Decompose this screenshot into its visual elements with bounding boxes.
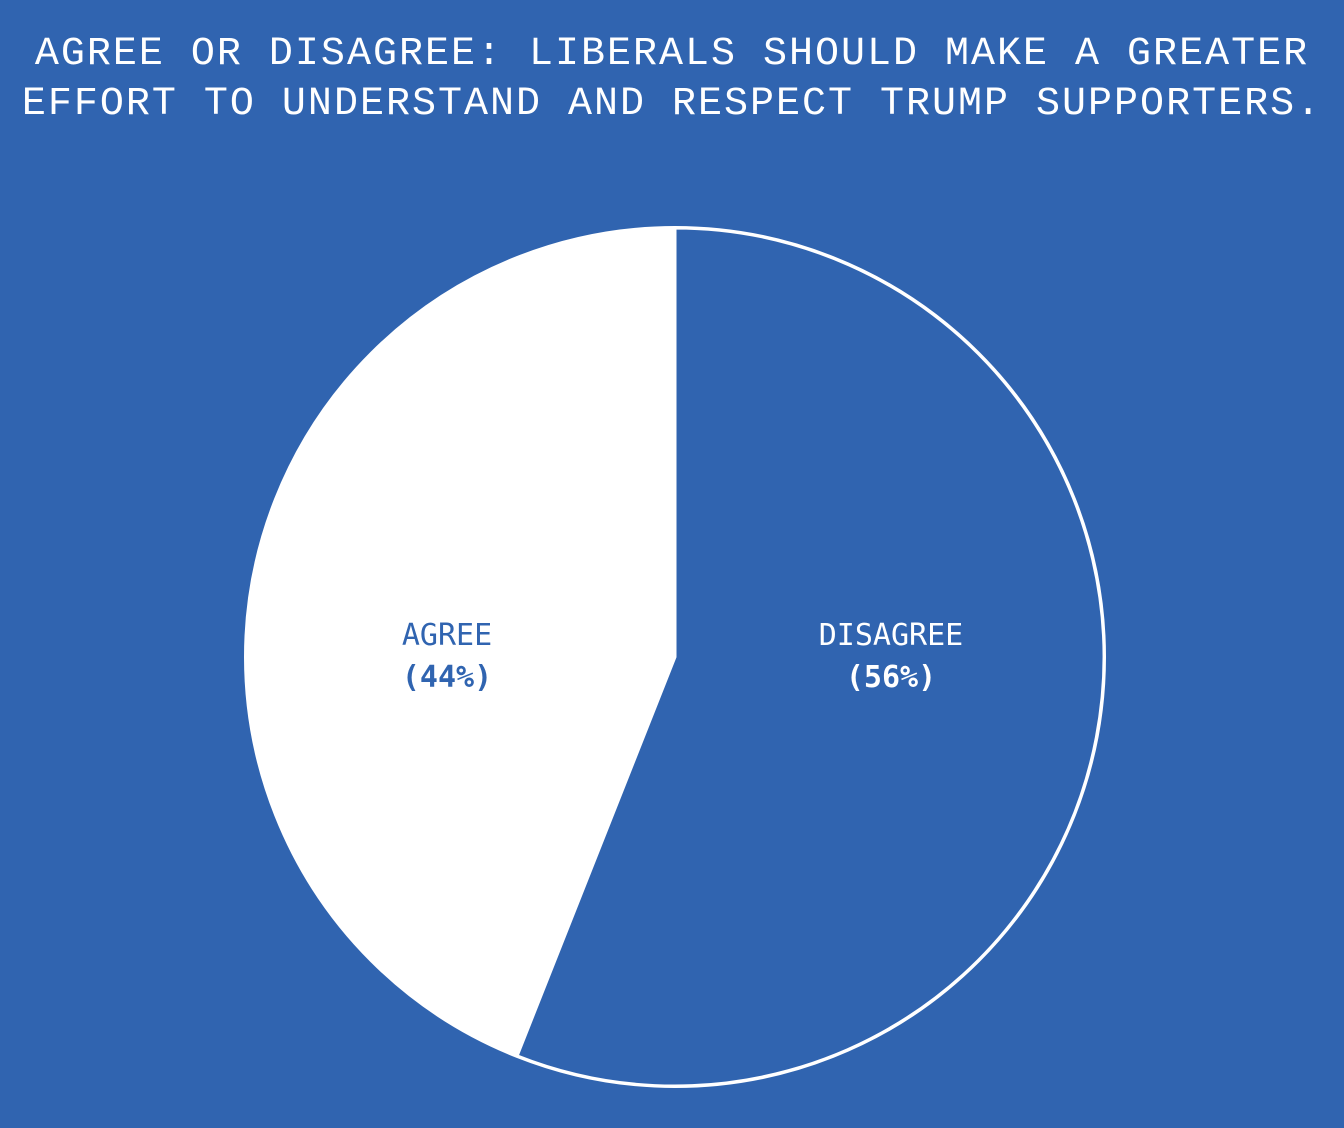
pie-slice-disagree: [515, 226, 1106, 1088]
slice-label-agree-percent: (44%): [401, 660, 493, 695]
chart-title-line-2: EFFORT TO UNDERSTAND AND RESPECT TRUMP S…: [21, 82, 1323, 127]
slice-label-agree: AGREE (44%): [297, 615, 597, 699]
slice-label-disagree-name: DISAGREE: [818, 618, 964, 653]
chart-title-line-1: AGREE OR DISAGREE: LIBERALS SHOULD MAKE …: [34, 32, 1310, 77]
chart-title: AGREE OR DISAGREE: LIBERALS SHOULD MAKE …: [0, 30, 1344, 130]
slice-label-disagree-percent: (56%): [845, 660, 937, 695]
slice-label-agree-name: AGREE: [401, 618, 493, 653]
slice-label-disagree: DISAGREE (56%): [741, 615, 1041, 699]
pie-slice-agree: [245, 228, 676, 1056]
